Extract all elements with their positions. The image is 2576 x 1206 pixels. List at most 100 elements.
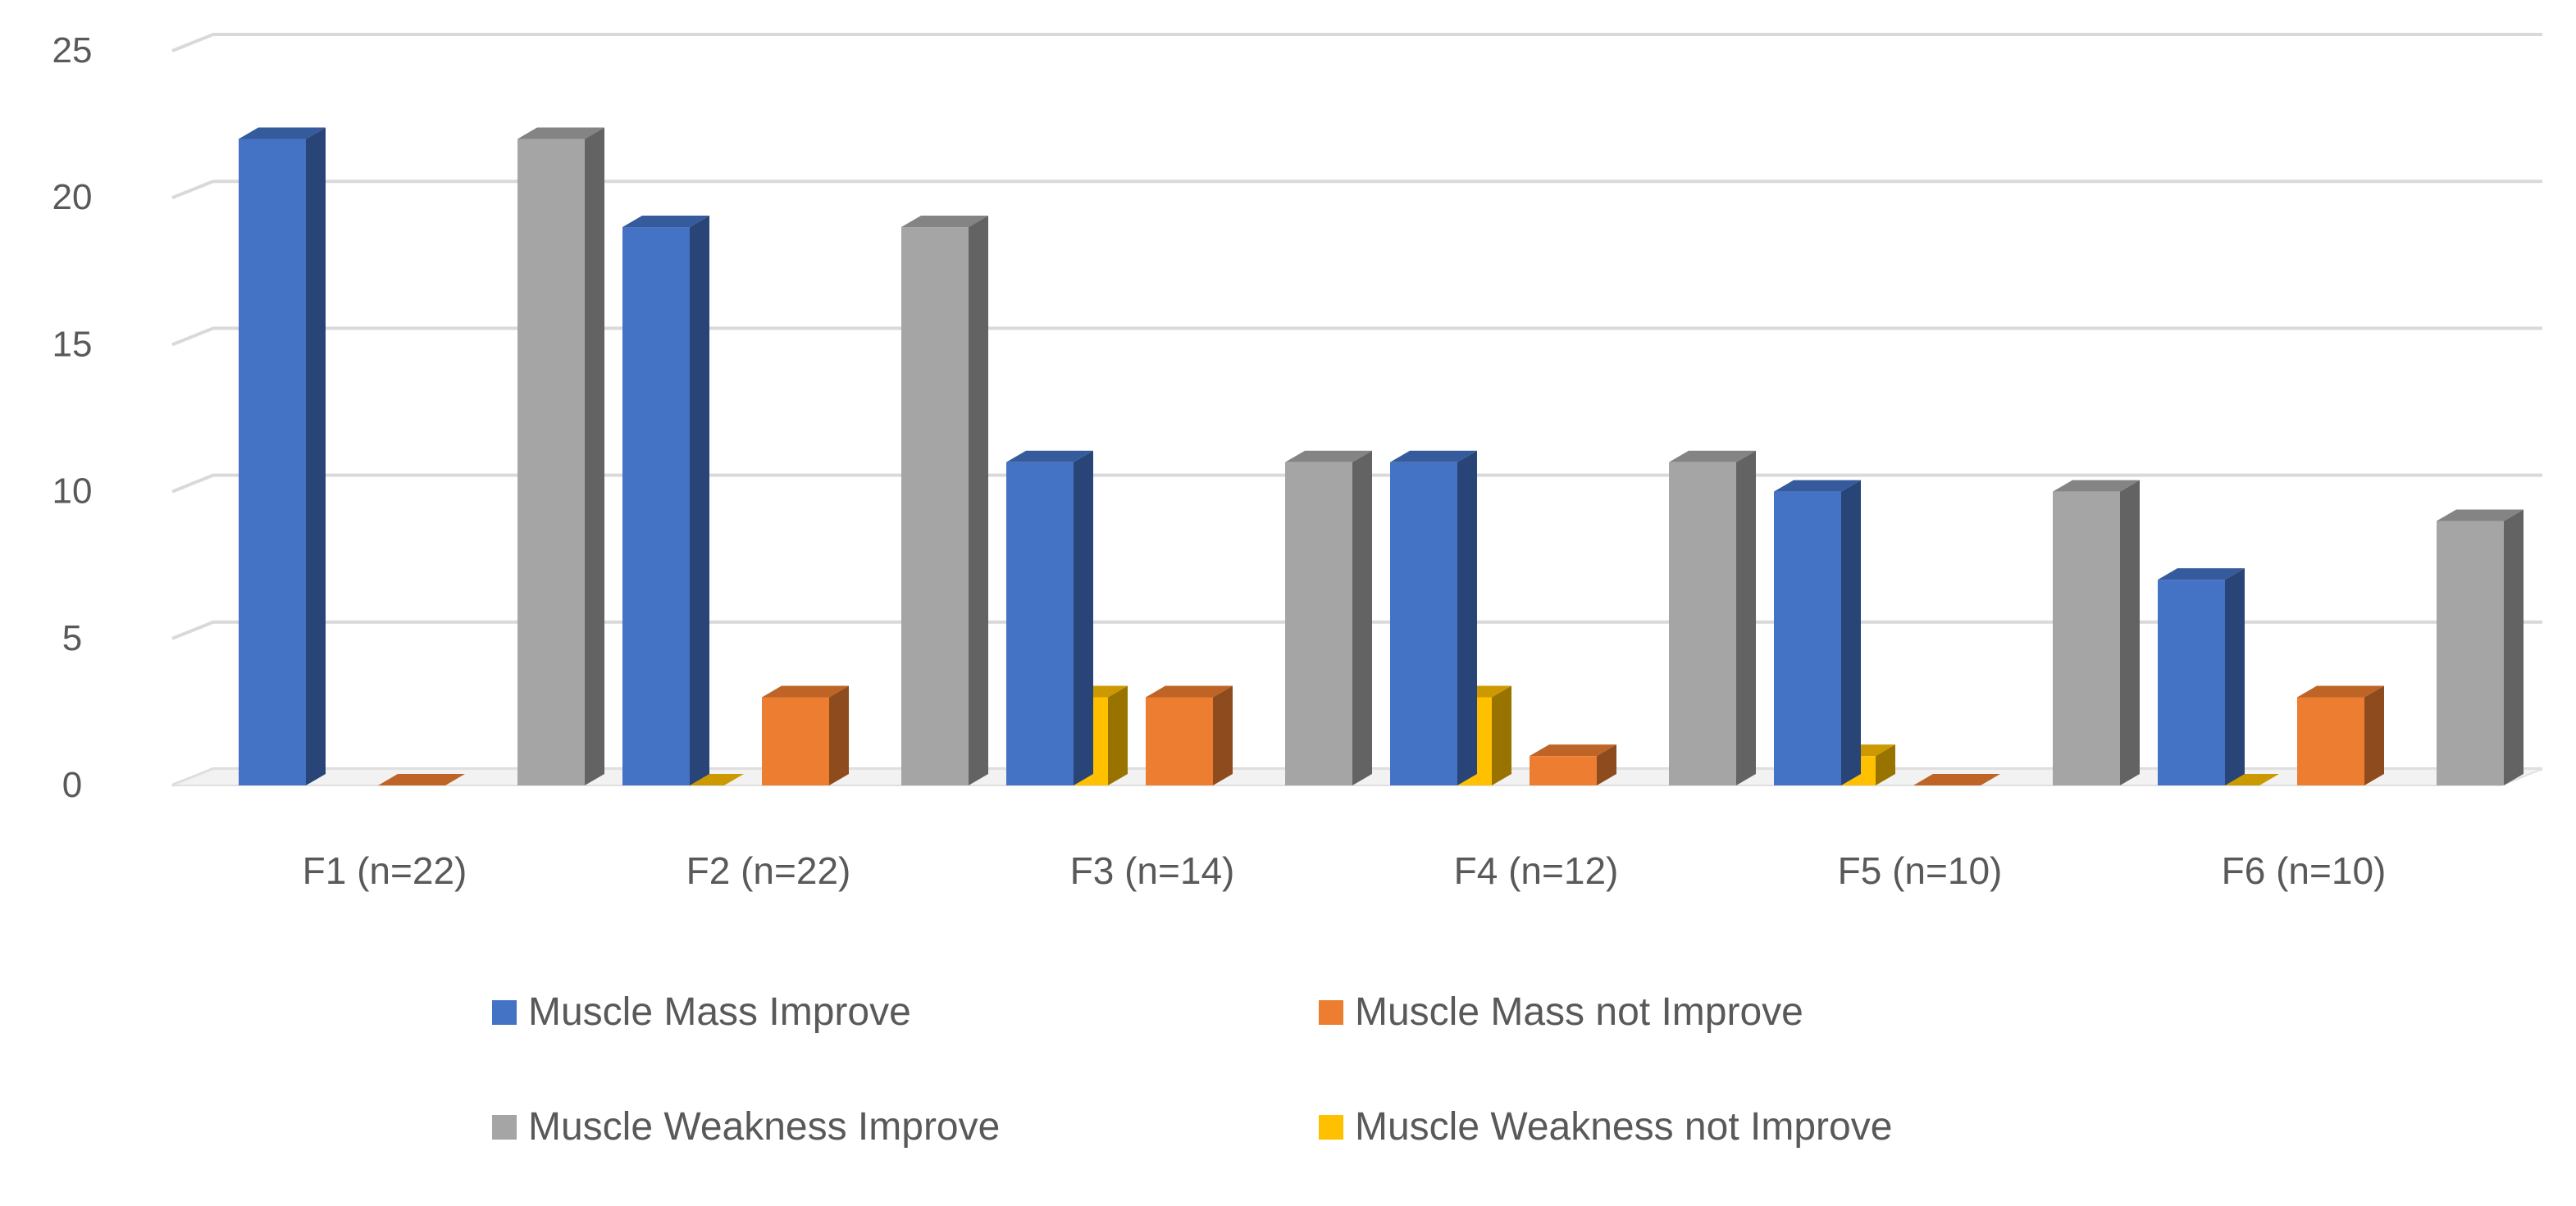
bar-front — [1669, 462, 1736, 785]
legend-item: Muscle Weakness not Improve — [1319, 1105, 1892, 1149]
bar-side — [1108, 685, 1128, 785]
legend-swatch — [492, 1000, 517, 1025]
y-tick-label: 10 — [52, 471, 93, 512]
bar-side — [2364, 685, 2384, 785]
gridline — [171, 473, 2542, 494]
bar-top — [1530, 744, 1616, 757]
legend: Muscle Mass Improve Muscle Mass not Impro… — [492, 990, 1892, 1149]
y-tick-label: 20 — [52, 177, 93, 217]
bar-top — [2158, 568, 2245, 580]
legend-label: Muscle Mass Improve — [528, 990, 911, 1034]
bar — [2297, 685, 2384, 785]
bar-side — [1736, 450, 1756, 785]
legend-swatch — [492, 1115, 517, 1140]
bar-top — [378, 774, 465, 785]
bar-top — [2297, 685, 2384, 698]
legend-label: Muscle Weakness Improve — [528, 1105, 1000, 1149]
bar-top — [1006, 450, 1093, 462]
bar — [517, 127, 604, 785]
y-tick-label: 15 — [52, 324, 93, 364]
gridline — [171, 326, 2542, 347]
bar-top — [517, 127, 604, 139]
legend-label: Muscle Mass not Improve — [1355, 990, 1803, 1034]
bar-front — [2158, 580, 2225, 785]
bar-top — [1285, 450, 1372, 462]
bar-front — [1146, 697, 1213, 785]
legend-label: Muscle Weakness not Improve — [1355, 1105, 1892, 1149]
bar-top — [239, 127, 326, 139]
bar — [901, 216, 988, 785]
bar-front — [1006, 462, 1074, 785]
bar-front — [2437, 521, 2504, 785]
bar-side — [1457, 450, 1477, 785]
legend-item: Muscle Weakness Improve — [492, 1105, 1000, 1149]
gridline — [171, 620, 2542, 640]
bar — [1530, 744, 1616, 785]
bar-top — [2437, 509, 2524, 521]
bar-front — [762, 697, 829, 785]
bar-top — [1774, 480, 1861, 492]
bar — [2437, 509, 2524, 785]
y-tick-label: 5 — [62, 618, 82, 658]
bar-top — [1146, 685, 1233, 698]
bar-side — [1352, 450, 1372, 785]
y-tick-label: 25 — [52, 30, 93, 71]
x-tick-label: F5 (n=10) — [1838, 849, 2003, 892]
bar — [1285, 450, 1372, 785]
bar-side — [1213, 685, 1233, 785]
bar-front — [2053, 491, 2120, 785]
bar-side — [2120, 480, 2140, 785]
legend-swatch — [1319, 1000, 1343, 1025]
bar — [378, 774, 465, 785]
bar — [762, 685, 849, 785]
bar-top — [762, 685, 849, 698]
bar — [2053, 480, 2140, 785]
bar — [1006, 450, 1093, 785]
x-tick-label: F2 (n=22) — [686, 849, 851, 892]
bar-side — [1841, 480, 1861, 785]
bar-top — [1669, 450, 1756, 462]
bar — [1913, 774, 2000, 785]
bar-side — [1876, 744, 1895, 785]
legend-swatch — [1319, 1115, 1343, 1140]
bar-side — [585, 127, 604, 785]
gridline — [171, 33, 2542, 52]
bar-side — [829, 685, 849, 785]
bar-side — [2504, 509, 2524, 785]
bar-top — [1390, 450, 1477, 462]
y-tick-label: 0 — [62, 765, 82, 805]
bar-top — [1913, 774, 2000, 785]
bar-front — [2297, 697, 2364, 785]
legend-item: Muscle Mass Improve — [492, 990, 911, 1034]
bar-front — [517, 139, 585, 785]
bar-top — [901, 216, 988, 228]
x-tick-label: F4 (n=12) — [1454, 849, 1619, 892]
y-axis: 0 5 10 15 20 25 — [52, 30, 93, 805]
x-tick-label: F3 (n=14) — [1070, 849, 1235, 892]
bar-front — [1530, 756, 1597, 785]
bar — [2158, 568, 2245, 785]
bar-side — [1597, 744, 1616, 785]
bar-top — [2053, 480, 2140, 492]
gridline — [171, 180, 2542, 200]
bar-side — [306, 127, 326, 785]
bar-front — [1774, 491, 1841, 785]
bar — [239, 127, 326, 785]
bar — [622, 216, 709, 785]
bar-side — [2225, 568, 2245, 785]
x-tick-label: F1 (n=22) — [303, 849, 467, 892]
bar-side — [1492, 685, 1511, 785]
bar — [1669, 450, 1756, 785]
bar-top — [622, 216, 709, 228]
bar-side — [1074, 450, 1093, 785]
bar-front — [622, 227, 690, 785]
bars — [239, 127, 2524, 785]
legend-item: Muscle Mass not Improve — [1319, 990, 1803, 1034]
x-tick-label: F6 (n=10) — [2222, 849, 2387, 892]
x-axis: F1 (n=22) F2 (n=22) F3 (n=14) F4 (n=12) F5 (… — [303, 849, 2387, 892]
bar — [1146, 685, 1233, 785]
bar-front — [901, 227, 969, 785]
bar-front — [239, 139, 306, 785]
